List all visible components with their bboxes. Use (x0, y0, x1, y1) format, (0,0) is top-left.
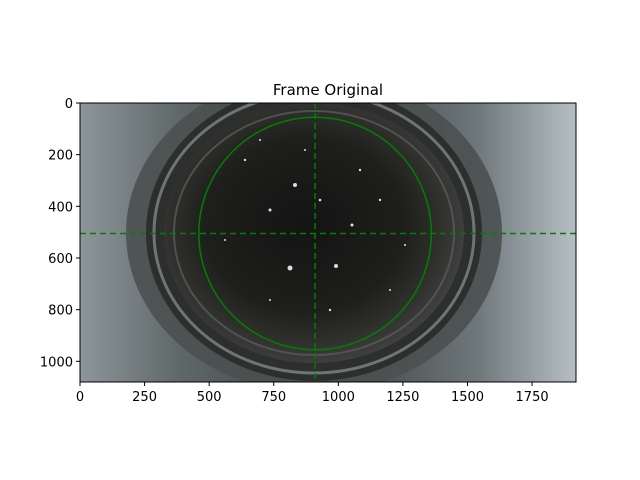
x-axis-ticks: 0 250 500 750 1000 1250 1500 1750 (76, 382, 549, 405)
x-tick-label: 1750 (516, 390, 549, 405)
x-tick-label: 250 (132, 390, 157, 405)
y-tick-label: 600 (48, 252, 73, 267)
y-axis-ticks: 0 200 400 600 800 1000 (40, 97, 80, 370)
photo-image (80, 103, 576, 382)
overlay-group (80, 103, 576, 382)
x-tick-label: 750 (261, 390, 286, 405)
y-tick-label: 200 (48, 149, 73, 164)
y-tick-label: 1000 (40, 355, 73, 370)
x-tick-label: 1250 (386, 390, 419, 405)
y-tick-label: 800 (48, 304, 73, 319)
y-tick-label: 0 (65, 97, 73, 112)
chart-title: Frame Original (273, 81, 383, 99)
x-tick-label: 1000 (322, 390, 355, 405)
x-tick-label: 1500 (451, 390, 484, 405)
x-tick-label: 0 (76, 390, 84, 405)
axes-frame (79, 102, 577, 383)
x-tick-label: 500 (197, 390, 222, 405)
y-tick-label: 400 (48, 200, 73, 215)
